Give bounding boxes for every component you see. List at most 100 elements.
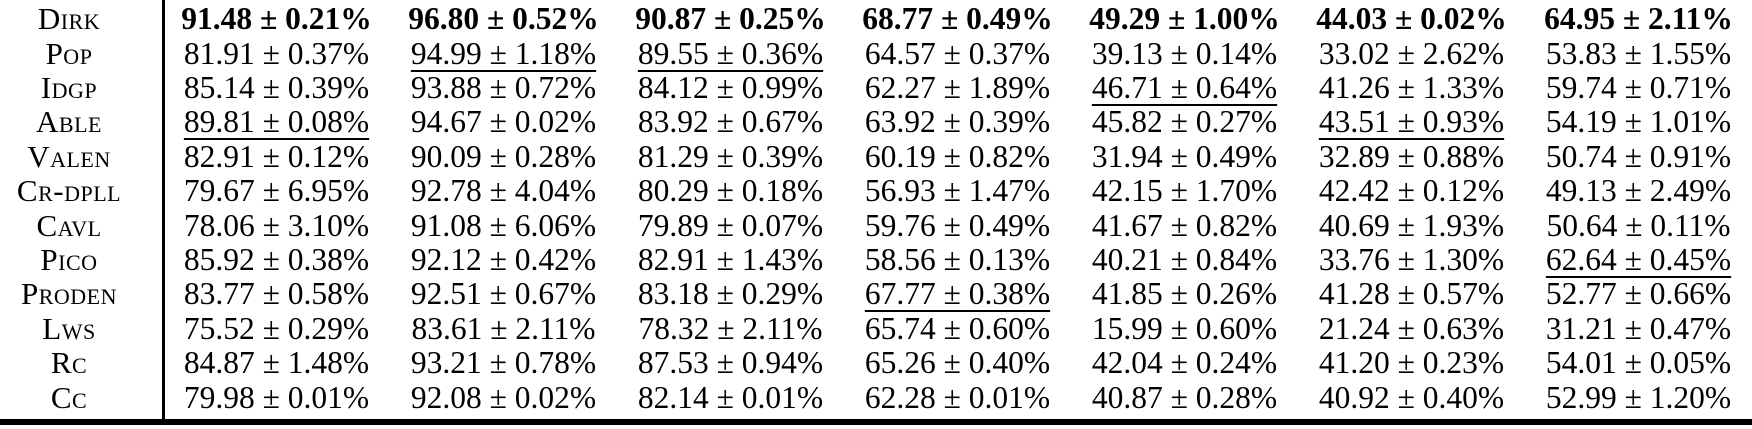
method-label: Lws xyxy=(42,310,96,346)
value-cell: 31.21 ± 0.47% xyxy=(1525,311,1752,347)
value-text: 94.99 ± 1.18% xyxy=(410,35,597,71)
value-text: 78.32 ± 2.11% xyxy=(638,310,823,346)
method-label: Cr-dpll xyxy=(16,173,122,209)
method-label: Rc xyxy=(50,345,88,381)
table-row: Cavl 78.06 ± 3.10% 91.08 ± 6.06% 79.89 ± 0… xyxy=(0,207,1752,244)
value-cell: 64.95 ± 2.11% xyxy=(1525,1,1752,37)
value-text: 83.77 ± 0.58% xyxy=(183,276,370,312)
value-cell: 93.88 ± 0.72% xyxy=(390,70,617,106)
value-text: 46.71 ± 0.64% xyxy=(1091,69,1278,105)
value-text: 81.29 ± 0.39% xyxy=(637,138,824,174)
value-text: 52.99 ± 1.20% xyxy=(1545,379,1732,415)
value-cell: 41.28 ± 0.57% xyxy=(1298,276,1525,312)
value-cell: 52.77 ± 0.66% xyxy=(1525,276,1752,312)
value-text: 59.76 ± 0.49% xyxy=(864,207,1051,243)
value-text: 92.51 ± 0.67% xyxy=(410,276,597,312)
value-text: 82.91 ± 1.43% xyxy=(637,241,824,277)
value-cell: 45.82 ± 0.27% xyxy=(1071,104,1298,140)
method-label: Proden xyxy=(20,276,118,312)
value-cell: 62.27 ± 1.89% xyxy=(844,70,1071,106)
value-cell: 78.32 ± 2.11% xyxy=(617,311,844,347)
value-text: 41.28 ± 0.57% xyxy=(1318,276,1505,312)
value-cell: 81.91 ± 0.37% xyxy=(163,36,390,72)
value-cell: 75.52 ± 0.29% xyxy=(163,311,390,347)
value-cell: 65.74 ± 0.60% xyxy=(844,311,1071,347)
value-text: 94.67 ± 0.02% xyxy=(410,104,597,140)
value-cell: 90.09 ± 0.28% xyxy=(390,139,617,175)
value-cell: 32.89 ± 0.88% xyxy=(1298,139,1525,175)
value-cell: 89.81 ± 0.08% xyxy=(163,104,390,140)
table-row: Rc 84.87 ± 1.48% 93.21 ± 0.78% 87.53 ± 0.9… xyxy=(0,345,1752,381)
value-cell: 91.08 ± 6.06% xyxy=(390,208,617,244)
value-cell: 79.98 ± 0.01% xyxy=(163,380,390,416)
method-label: Able xyxy=(36,104,102,140)
value-text: 92.12 ± 0.42% xyxy=(410,241,597,277)
value-cell: 83.77 ± 0.58% xyxy=(163,276,390,312)
value-cell: 84.87 ± 1.48% xyxy=(163,345,390,381)
value-cell: 58.56 ± 0.13% xyxy=(844,242,1071,278)
value-cell: 83.92 ± 0.67% xyxy=(617,104,844,140)
value-cell: 94.67 ± 0.02% xyxy=(390,104,617,140)
value-text: 42.42 ± 0.12% xyxy=(1318,173,1505,209)
value-text: 92.08 ± 0.02% xyxy=(410,379,597,415)
value-cell: 33.76 ± 1.30% xyxy=(1298,242,1525,278)
value-text: 83.92 ± 0.67% xyxy=(637,104,824,140)
value-cell: 91.48 ± 0.21% xyxy=(163,1,390,37)
value-text: 43.51 ± 0.93% xyxy=(1318,104,1505,140)
value-cell: 50.64 ± 0.11% xyxy=(1525,208,1752,244)
value-cell: 68.77 ± 0.49% xyxy=(844,1,1071,37)
value-cell: 83.18 ± 0.29% xyxy=(617,276,844,312)
value-text: 91.48 ± 0.21% xyxy=(181,1,372,37)
value-cell: 80.29 ± 0.18% xyxy=(617,173,844,209)
value-text: 89.55 ± 0.36% xyxy=(637,35,824,71)
value-cell: 64.57 ± 0.37% xyxy=(844,36,1071,72)
value-cell: 56.93 ± 1.47% xyxy=(844,173,1071,209)
method-label: Pico xyxy=(40,241,98,277)
value-text: 79.67 ± 6.95% xyxy=(183,173,370,209)
value-text: 92.78 ± 4.04% xyxy=(410,173,597,209)
value-cell: 85.14 ± 0.39% xyxy=(163,70,390,106)
value-cell: 92.51 ± 0.67% xyxy=(390,276,617,312)
value-text: 52.77 ± 0.66% xyxy=(1545,276,1732,312)
value-cell: 83.61 ± 2.11% xyxy=(390,311,617,347)
value-cell: 78.06 ± 3.10% xyxy=(163,208,390,244)
value-cell: 44.03 ± 0.02% xyxy=(1298,1,1525,37)
value-text: 64.57 ± 0.37% xyxy=(864,35,1051,71)
value-cell: 41.20 ± 0.23% xyxy=(1298,345,1525,381)
value-text: 82.91 ± 0.12% xyxy=(183,138,370,174)
value-cell: 60.19 ± 0.82% xyxy=(844,139,1071,175)
value-cell: 85.92 ± 0.38% xyxy=(163,242,390,278)
value-text: 44.03 ± 0.02% xyxy=(1316,1,1507,37)
value-text: 45.82 ± 0.27% xyxy=(1091,104,1278,140)
value-text: 62.64 ± 0.45% xyxy=(1545,241,1732,277)
table-row: Dirk 91.48 ± 0.21% 96.80 ± 0.52% 90.87 ± 0… xyxy=(0,1,1752,37)
value-text: 83.61 ± 2.11% xyxy=(411,310,596,346)
value-cell: 59.74 ± 0.71% xyxy=(1525,70,1752,106)
value-cell: 54.19 ± 1.01% xyxy=(1525,104,1752,140)
value-cell: 54.01 ± 0.05% xyxy=(1525,345,1752,381)
value-cell: 62.64 ± 0.45% xyxy=(1525,242,1752,278)
value-text: 59.74 ± 0.71% xyxy=(1545,69,1732,105)
method-label: Idgp xyxy=(40,69,98,105)
value-text: 82.14 ± 0.01% xyxy=(637,379,824,415)
value-text: 41.85 ± 0.26% xyxy=(1091,276,1278,312)
value-text: 32.89 ± 0.88% xyxy=(1318,138,1505,174)
value-text: 90.09 ± 0.28% xyxy=(410,138,597,174)
value-text: 40.21 ± 0.84% xyxy=(1091,241,1278,277)
method-label: Cavl xyxy=(36,207,102,243)
value-cell: 42.42 ± 0.12% xyxy=(1298,173,1525,209)
value-cell: 41.67 ± 0.82% xyxy=(1071,208,1298,244)
value-cell: 93.21 ± 0.78% xyxy=(390,345,617,381)
value-cell: 87.53 ± 0.94% xyxy=(617,345,844,381)
value-text: 40.69 ± 1.93% xyxy=(1318,207,1505,243)
value-text: 49.29 ± 1.00% xyxy=(1089,1,1280,37)
value-cell: 59.76 ± 0.49% xyxy=(844,208,1071,244)
value-cell: 63.92 ± 0.39% xyxy=(844,104,1071,140)
value-cell: 40.21 ± 0.84% xyxy=(1071,242,1298,278)
table-row: Able 89.81 ± 0.08% 94.67 ± 0.02% 83.92 ± 0… xyxy=(0,104,1752,140)
value-cell: 39.13 ± 0.14% xyxy=(1071,36,1298,72)
table-row: Pop 81.91 ± 0.37% 94.99 ± 1.18% 89.55 ± 0.… xyxy=(0,35,1752,72)
value-text: 75.52 ± 0.29% xyxy=(183,310,370,346)
value-text: 50.64 ± 0.11% xyxy=(1546,207,1731,243)
value-cell: 79.67 ± 6.95% xyxy=(163,173,390,209)
